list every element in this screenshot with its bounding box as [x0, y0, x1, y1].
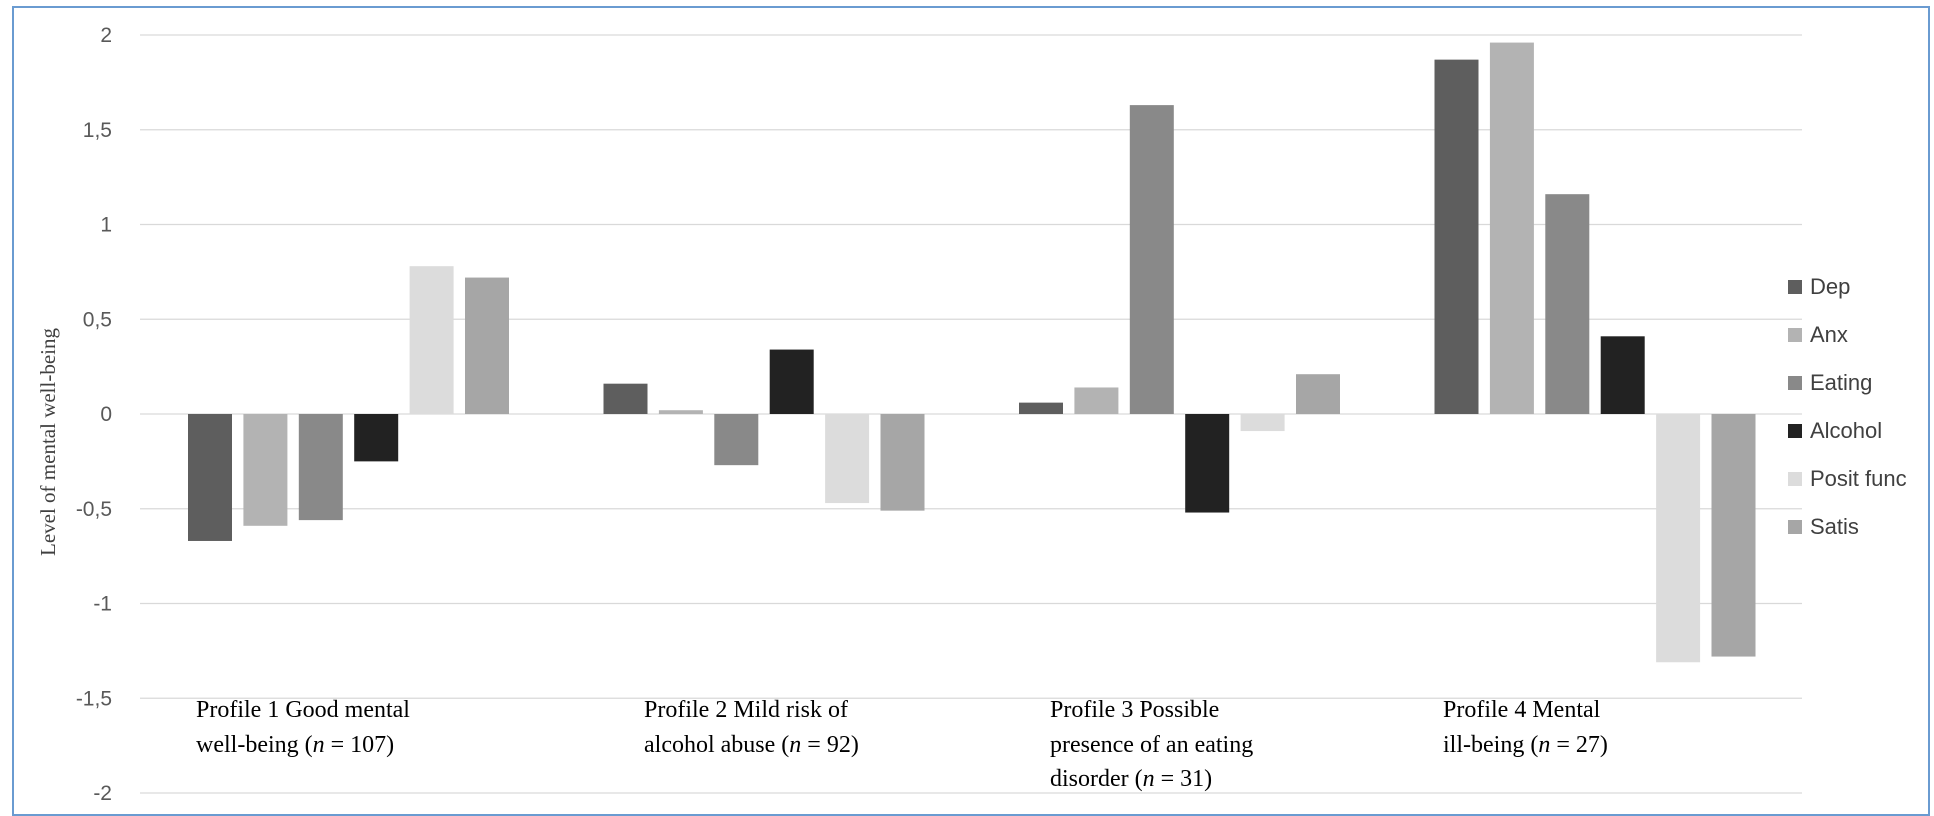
- y-axis-label: Level of mental well-being: [36, 328, 60, 556]
- bar-posit-func-profile-2: [825, 414, 870, 504]
- bar-alcohol-profile-3: [1185, 414, 1230, 513]
- legend-label: Dep: [1810, 274, 1850, 299]
- legend-label: Alcohol: [1810, 418, 1882, 443]
- y-tick-label: -0,5: [76, 498, 112, 521]
- y-axis-ticks: 2 1,5 1 0,5 0 -0,5 -1 -1,5 -2: [76, 24, 112, 805]
- category-label-line: presence of an eating: [1050, 732, 1253, 758]
- legend-item-anx: Anx: [1788, 322, 1848, 347]
- legend-item-satis: Satis: [1788, 514, 1859, 539]
- bar-posit-func-profile-3: [1240, 414, 1285, 432]
- y-tick-label: -1,5: [76, 687, 112, 710]
- y-tick-label: 1: [100, 214, 112, 237]
- legend-label: Posit func: [1810, 466, 1907, 491]
- category-label-profile-3: Profile 3 Possible presence of an eating d…: [1050, 697, 1253, 792]
- bar-eating-profile-3: [1129, 105, 1174, 415]
- category-label-line: alcohol abuse (n = 92): [644, 732, 859, 758]
- legend-swatch: [1788, 424, 1802, 438]
- category-label-line: Profile 3 Possible: [1050, 697, 1219, 723]
- bar-satis-profile-1: [465, 277, 509, 414]
- category-label-line: disorder (n = 31): [1050, 766, 1212, 792]
- y-tick-label: 0,5: [83, 308, 112, 331]
- gridlines: [140, 34, 1802, 794]
- category-label-line: Profile 2 Mild risk of: [644, 697, 848, 723]
- bar-satis-profile-4: [1711, 414, 1756, 657]
- bar-dep-profile-2: [603, 383, 648, 414]
- legend-item-posit-func: Posit func: [1788, 466, 1907, 491]
- bar-alcohol-profile-1: [354, 414, 399, 462]
- bar-anx-profile-4: [1489, 42, 1534, 414]
- category-label-line: Profile 1 Good mental: [196, 697, 410, 723]
- category-label-profile-4: Profile 4 Mental ill-being (n = 27): [1443, 697, 1608, 758]
- legend-swatch: [1788, 280, 1802, 294]
- bar-alcohol-profile-2: [769, 349, 814, 414]
- category-label-line: ill-being (n = 27): [1443, 732, 1608, 758]
- bar-anx-profile-2: [658, 410, 703, 414]
- category-label-profile-1: Profile 1 Good mental well-being (n = 107…: [196, 697, 410, 758]
- legend-swatch: [1788, 328, 1802, 342]
- category-label-profile-2: Profile 2 Mild risk of alcohol abuse (n =…: [644, 697, 859, 758]
- legend-label: Eating: [1810, 370, 1872, 395]
- legend-swatch: [1788, 472, 1802, 486]
- legend-item-alcohol: Alcohol: [1788, 418, 1882, 443]
- bar-eating-profile-1: [298, 414, 343, 521]
- category-label-line: well-being (n = 107): [196, 732, 394, 758]
- bar-satis-profile-3: [1296, 374, 1340, 414]
- legend-label: Anx: [1810, 322, 1848, 347]
- bar-posit-func-profile-1: [409, 266, 454, 414]
- legend-label: Satis: [1810, 514, 1859, 539]
- bar-eating-profile-4: [1545, 194, 1590, 414]
- y-tick-label: -2: [93, 782, 112, 805]
- category-labels: Profile 1 Good mental well-being (n = 107…: [196, 697, 1608, 792]
- legend-swatch: [1788, 520, 1802, 534]
- bar-dep-profile-3: [1019, 402, 1063, 414]
- bar-alcohol-profile-4: [1600, 336, 1645, 414]
- y-tick-label: 2: [100, 24, 112, 47]
- y-tick-label: 1,5: [83, 119, 112, 142]
- category-label-line: Profile 4 Mental: [1443, 697, 1601, 723]
- bar-dep-profile-4: [1434, 59, 1479, 414]
- bars: [188, 42, 1756, 663]
- bar-anx-profile-1: [243, 414, 288, 526]
- legend-item-eating: Eating: [1788, 370, 1872, 395]
- bar-anx-profile-3: [1074, 387, 1119, 414]
- legend: Dep Anx Eating Alcohol Posit func Satis: [1788, 274, 1907, 539]
- bar-eating-profile-2: [714, 414, 759, 466]
- legend-item-dep: Dep: [1788, 274, 1850, 299]
- bar-satis-profile-2: [880, 414, 925, 511]
- bar-dep-profile-1: [188, 414, 232, 541]
- bar-posit-func-profile-4: [1656, 414, 1701, 663]
- y-tick-label: 0: [100, 403, 112, 426]
- legend-swatch: [1788, 376, 1802, 390]
- y-tick-label: -1: [93, 593, 112, 616]
